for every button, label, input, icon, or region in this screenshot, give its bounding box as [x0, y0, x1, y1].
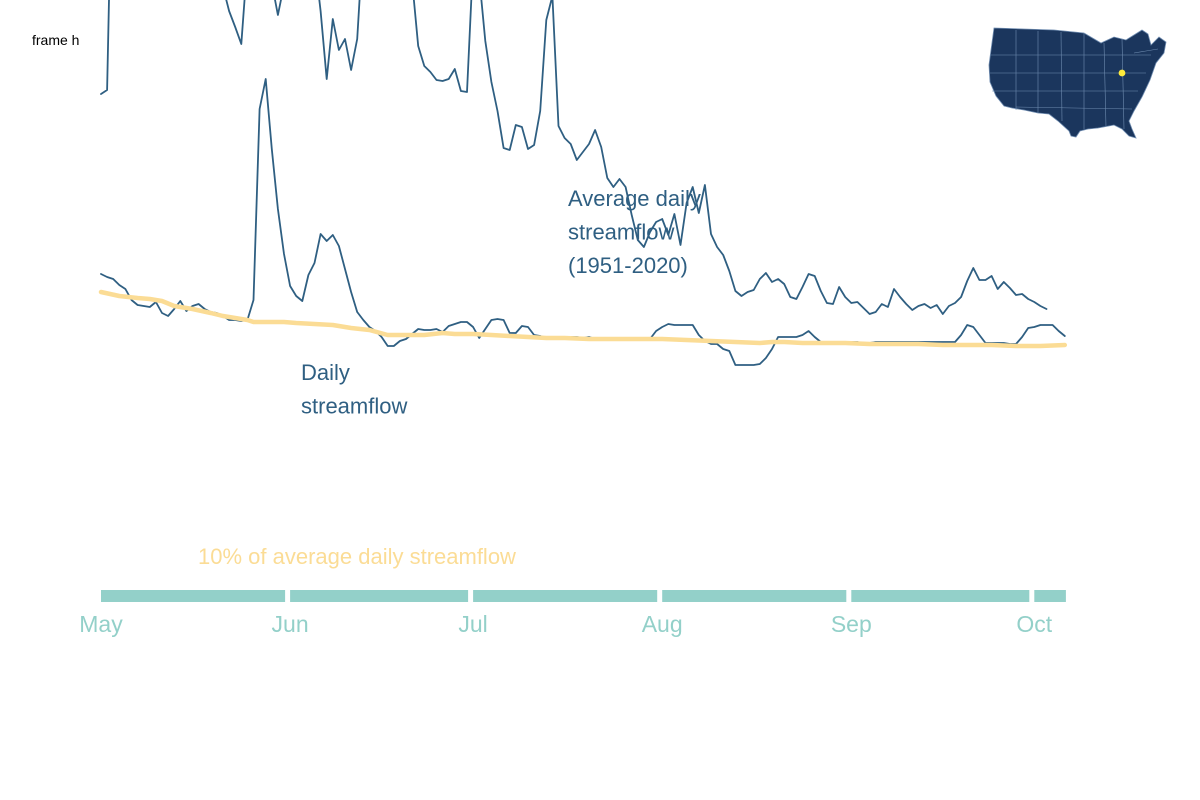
month-bar-jul [473, 590, 658, 602]
month-bar-oct [1034, 590, 1066, 602]
month-axis: May Jun Jul Aug Sep Oct [79, 590, 1066, 637]
month-label-jun: Jun [272, 611, 309, 637]
month-bar-aug [662, 590, 847, 602]
month-label-sep: Sep [831, 611, 872, 637]
threshold-annotation-line: 10% of average daily streamflow [198, 544, 516, 569]
series-layer [98, 0, 1068, 366]
average-annotation-line: Average daily [568, 186, 701, 211]
daily-annotation-line: streamflow [301, 394, 407, 419]
daily-annotation: Daily streamflow [301, 360, 407, 419]
month-bar-jun [290, 590, 469, 602]
frame-label: frame h [32, 32, 80, 48]
average-annotation-line: (1951-2020) [568, 253, 688, 278]
month-label-may: May [79, 611, 123, 637]
daily-annotation-line: Daily [301, 360, 350, 385]
annotation-layer: Average daily streamflow (1951-2020) Daily s… [198, 186, 701, 569]
us-map-icon [988, 27, 1167, 139]
month-label-aug: Aug [642, 611, 683, 637]
average-annotation: Average daily streamflow (1951-2020) [568, 186, 701, 278]
month-bar-may [101, 590, 286, 602]
threshold-annotation: 10% of average daily streamflow [198, 544, 516, 569]
average-series-line [100, 0, 1048, 315]
average-annotation-line: streamflow [568, 220, 674, 245]
threshold-series-line [98, 289, 1068, 349]
month-bar-sep [851, 590, 1030, 602]
us-map-shape [988, 27, 1167, 139]
month-label-jul: Jul [458, 611, 487, 637]
month-label-oct: Oct [1016, 611, 1052, 637]
site-location-marker [1118, 69, 1126, 77]
